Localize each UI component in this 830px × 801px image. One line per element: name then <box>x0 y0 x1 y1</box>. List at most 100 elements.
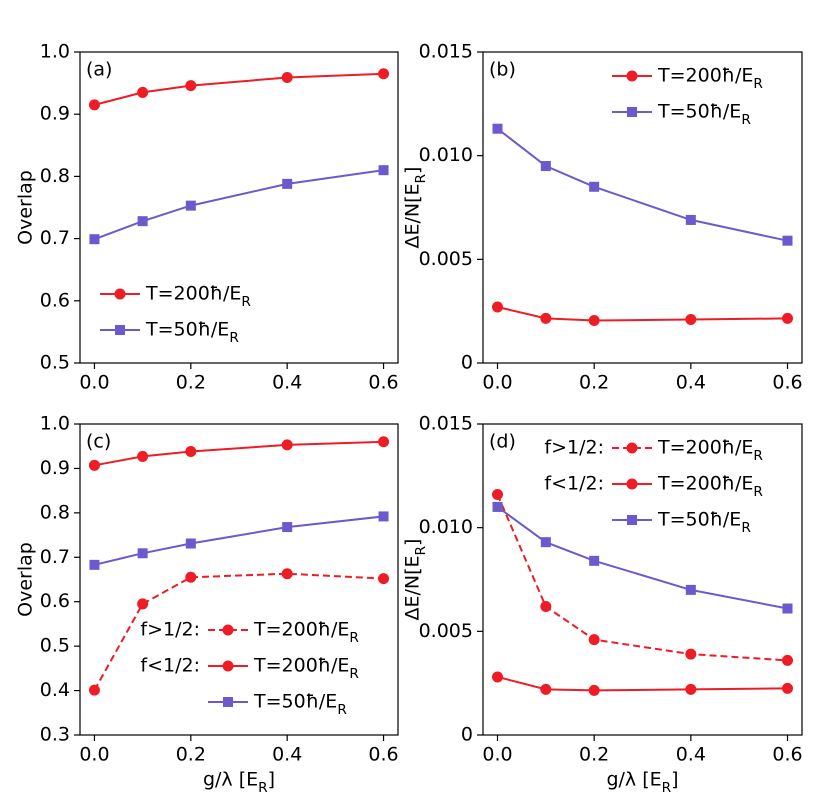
marker <box>782 235 793 246</box>
legend-label: T=200ħ/ER <box>657 65 763 93</box>
panel-label: (c) <box>86 431 111 453</box>
marker <box>378 511 389 522</box>
y-tick-label: 0 <box>461 352 473 374</box>
marker <box>137 86 149 98</box>
legend-label: T=50ħ/ER <box>657 101 751 129</box>
y-tick-label: 0.5 <box>40 352 70 374</box>
marker <box>185 571 197 583</box>
marker <box>378 68 390 80</box>
y-tick-label: 0.6 <box>40 590 70 612</box>
panel: 0 0.005 0.010 0.015 0.0 0.2 0.4 0.6 (d) ΔE/N[ER] g… <box>402 413 803 797</box>
series-line <box>496 127 788 242</box>
panel-label: (d) <box>489 431 516 453</box>
panel: 0 0.005 0.010 0.015 0.0 0.2 0.4 0.6 (b) ΔE/N[ER] T… <box>402 41 803 394</box>
legend-label: T=200ħ/ER <box>657 473 763 501</box>
legend-label: T=200ħ/ER <box>145 283 251 311</box>
marker <box>222 624 234 636</box>
marker <box>281 568 293 580</box>
y-tick-label: 0.7 <box>40 546 70 568</box>
legend-label: T=50ħ/ER <box>657 509 751 537</box>
y-tick-label: 0 <box>461 724 473 746</box>
marker <box>492 488 503 500</box>
legend-label: T=200ħ/ER <box>657 437 763 465</box>
legend-label: T=200ħ/ER <box>253 655 359 683</box>
marker <box>782 603 793 614</box>
marker <box>114 288 126 300</box>
marker <box>782 682 793 694</box>
legend-group-label: f<1/2: <box>544 473 604 495</box>
marker <box>685 648 697 660</box>
legend-label: T=200ħ/ER <box>253 619 359 647</box>
marker <box>282 522 293 533</box>
marker <box>685 584 696 595</box>
marker <box>492 123 503 134</box>
marker <box>626 478 638 490</box>
marker <box>588 634 600 646</box>
marker <box>89 559 100 570</box>
marker <box>626 442 638 454</box>
y-tick-label: 0.005 <box>419 248 473 270</box>
x-tick-label: 0.4 <box>676 372 706 394</box>
marker <box>540 683 552 695</box>
legend-label: T=50ħ/ER <box>145 319 239 347</box>
x-tick-label: 0.0 <box>482 372 512 394</box>
marker <box>185 200 196 211</box>
panel-label: (a) <box>86 59 112 81</box>
plot-frame <box>79 51 399 364</box>
marker <box>88 99 100 111</box>
legend-label: T=50ħ/ER <box>253 691 347 719</box>
marker <box>540 161 551 172</box>
x-tick-label: 0.6 <box>772 372 802 394</box>
y-axis-label: Overlap <box>15 170 37 245</box>
y-tick-label: 1.0 <box>40 413 70 435</box>
marker <box>588 684 600 696</box>
marker <box>137 216 148 227</box>
x-tick-label: 0.6 <box>368 372 398 394</box>
series-line <box>94 440 384 467</box>
y-tick-label: 0.6 <box>40 289 70 311</box>
y-tick-label: 0.010 <box>419 144 473 166</box>
marker <box>589 555 600 566</box>
y-tick-label: 0.3 <box>40 724 70 746</box>
y-tick-label: 0.9 <box>40 103 70 125</box>
marker <box>685 683 697 695</box>
x-tick-label: 0.4 <box>272 744 302 766</box>
x-tick-label: 0.6 <box>368 744 398 766</box>
x-tick-label: 0.4 <box>676 744 706 766</box>
marker <box>540 312 552 324</box>
marker <box>222 660 234 672</box>
marker <box>627 107 637 117</box>
x-tick-label: 0.2 <box>176 372 206 394</box>
x-axis-label: g/λ [ER] <box>606 769 678 797</box>
series-line <box>94 72 384 106</box>
marker <box>685 313 697 325</box>
series-line <box>94 169 384 241</box>
marker <box>782 312 793 324</box>
panel-label: (b) <box>489 59 516 81</box>
marker <box>281 72 293 84</box>
marker <box>223 697 233 707</box>
plot-frame <box>79 423 399 736</box>
legend-group-label: f>1/2: <box>140 619 200 641</box>
marker <box>185 446 197 458</box>
x-tick-label: 0.4 <box>272 372 302 394</box>
y-tick-label: 0.9 <box>40 457 70 479</box>
marker <box>185 80 197 92</box>
marker <box>282 178 293 189</box>
x-axis-label: g/λ [ER] <box>203 769 275 797</box>
y-tick-label: 0.5 <box>40 635 70 657</box>
x-tick-label: 0.6 <box>772 744 802 766</box>
marker <box>88 684 100 696</box>
panel: 0.3 0.4 0.5 0.6 0.7 0.8 0.9 1.0 0.0 0.2 0.4 0.6 (c) O… <box>15 413 399 797</box>
marker <box>115 325 125 335</box>
y-axis-label: ΔE/N[ER] <box>402 539 430 621</box>
marker <box>492 301 503 313</box>
legend-group-label: f>1/2: <box>544 437 604 459</box>
marker <box>88 459 100 471</box>
y-tick-label: 0.010 <box>419 516 473 538</box>
y-tick-label: 0.4 <box>40 679 70 701</box>
marker <box>281 439 293 451</box>
marker <box>378 436 390 448</box>
marker <box>685 214 696 225</box>
marker <box>89 234 100 245</box>
